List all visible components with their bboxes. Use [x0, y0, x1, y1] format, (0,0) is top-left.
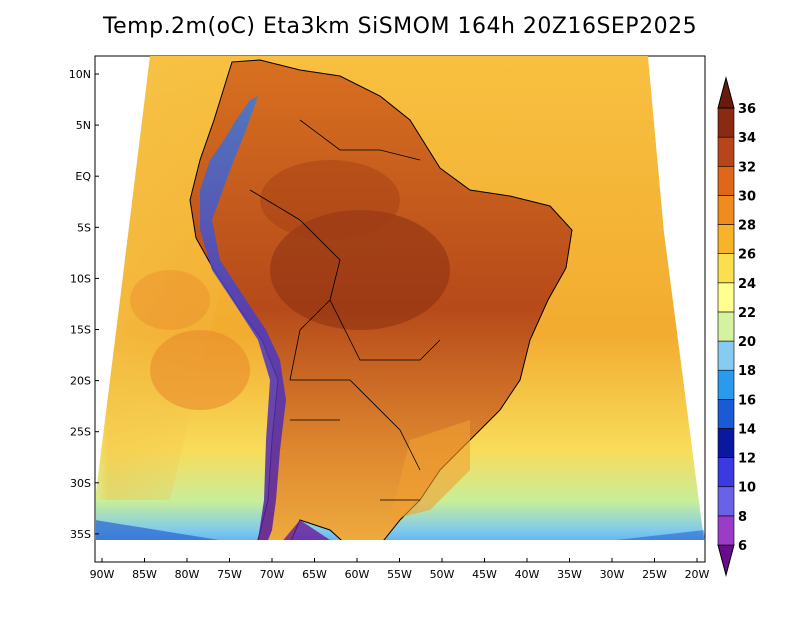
latitude-axis: 10N 5N EQ 5S 10S 15S 20S 25S 30S 35S	[69, 68, 99, 541]
colorbar: 6 8 10 12 14 16 18 20 22 24 26 28 30 32 34 36	[717, 76, 756, 577]
colorbar-label: 10	[738, 481, 756, 496]
latitude-label: 15S	[70, 324, 91, 337]
latitude-label: 35S	[70, 528, 91, 541]
latitude-label: 5S	[77, 221, 91, 234]
colorbar-swatch	[717, 253, 735, 284]
longitude-label: 85W	[132, 568, 157, 581]
colorbar-swatch	[717, 195, 735, 225]
colorbar-label: 30	[738, 189, 756, 204]
longitude-label: 80W	[175, 568, 200, 581]
colorbar-swatch	[717, 136, 735, 167]
colorbar-swatch	[717, 457, 735, 488]
colorbar-swatch	[717, 515, 735, 546]
colorbar-swatch	[717, 369, 735, 400]
colorbar-label: 26	[738, 248, 756, 263]
colorbar-label: 18	[738, 364, 756, 379]
colorbar-swatch	[717, 311, 735, 342]
latitude-label: 30S	[70, 477, 91, 490]
colorbar-swatch	[717, 165, 735, 196]
longitude-axis: 90W 85W 80W 75W 70W 65W 60W 55W 50W 45W 40W 35W 30W 2…	[90, 558, 710, 581]
colorbar-min-arrow	[717, 544, 735, 577]
colorbar-label: 14	[738, 422, 756, 437]
colorbar-label: 8	[738, 510, 747, 525]
longitude-label: 30W	[600, 568, 625, 581]
colorbar-swatch	[717, 428, 735, 458]
colorbar-swatch	[717, 486, 735, 517]
longitude-label: 65W	[302, 568, 327, 581]
colorbar-label: 34	[738, 131, 756, 146]
colorbar-swatch	[717, 340, 735, 371]
longitude-label: 45W	[472, 568, 497, 581]
latitude-label: EQ	[75, 170, 91, 183]
longitude-label: 55W	[387, 568, 412, 581]
map-title: Temp.2m(oC) Eta3km SiSMOM 164h 20Z16SEP2…	[102, 14, 698, 39]
longitude-label: 20W	[685, 568, 710, 581]
longitude-label: 35W	[557, 568, 582, 581]
longitude-label: 50W	[430, 568, 455, 581]
colorbar-label: 28	[738, 219, 756, 234]
colorbar-label: 16	[738, 393, 756, 408]
colorbar-swatch	[717, 282, 735, 313]
longitude-label: 40W	[515, 568, 540, 581]
latitude-label: 5N	[76, 119, 91, 132]
longitude-label: 60W	[345, 568, 370, 581]
colorbar-label: 24	[738, 277, 756, 292]
colorbar-label: 36	[738, 102, 756, 117]
longitude-label: 25W	[642, 568, 667, 581]
colorbar-label: 22	[738, 306, 756, 321]
latitude-label: 20S	[70, 375, 91, 388]
longitude-label: 75W	[217, 568, 242, 581]
latitude-label: 10N	[69, 68, 91, 81]
colorbar-label: 20	[738, 335, 756, 350]
temperature-field	[96, 56, 705, 540]
country-borders	[249, 119, 441, 501]
latitude-label: 25S	[70, 426, 91, 439]
colorbar-label: 6	[738, 539, 747, 554]
colorbar-swatch	[717, 399, 735, 429]
longitude-label: 70W	[260, 568, 285, 581]
colorbar-swatch	[717, 224, 735, 254]
colorbar-max-arrow	[717, 76, 735, 109]
colorbar-label: 32	[738, 160, 756, 175]
latitude-label: 10S	[70, 272, 91, 285]
colorbar-label: 12	[738, 452, 756, 467]
longitude-label: 90W	[90, 568, 115, 581]
colorbar-swatch	[717, 107, 735, 138]
